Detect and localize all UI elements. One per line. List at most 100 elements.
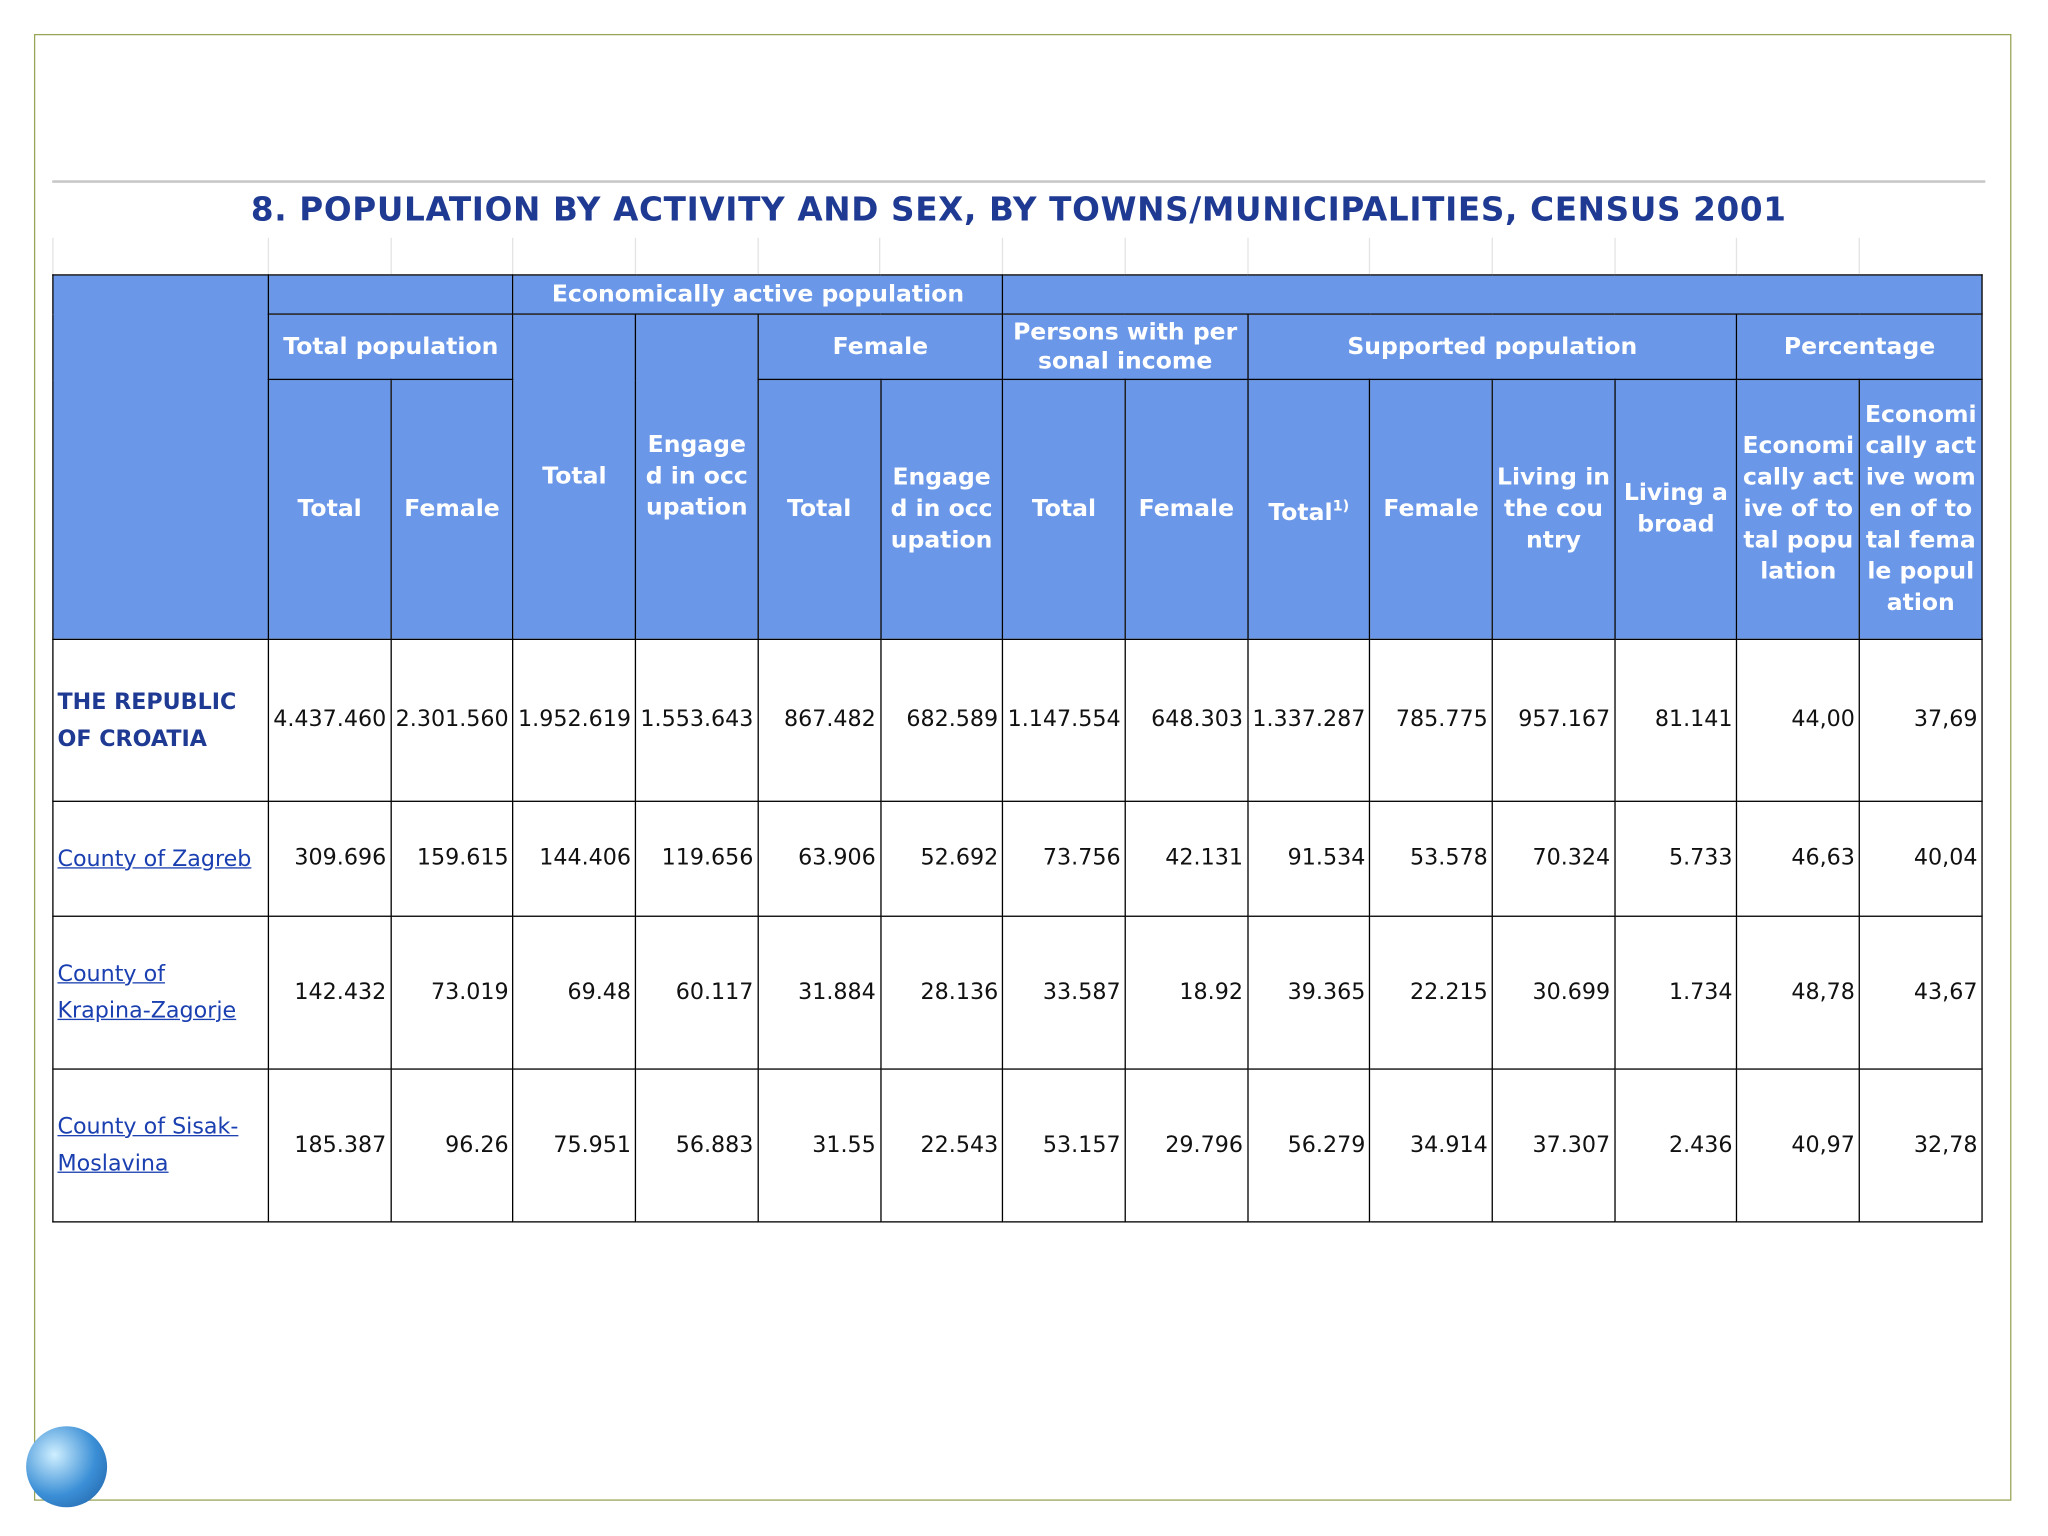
- data-cell-text: 73.756: [1042, 845, 1121, 872]
- data-cell-text: 56.883: [675, 1131, 754, 1158]
- column-header: Economically active women of total femal…: [1858, 378, 1983, 640]
- data-cell-text: 119.656: [661, 845, 754, 872]
- ghost-cell: [879, 237, 1002, 275]
- data-cell-text: 185.387: [294, 1131, 387, 1158]
- data-cell: 2.301.560: [390, 638, 514, 802]
- header-blank: [267, 274, 514, 315]
- data-cell-text: 34.914: [1410, 1131, 1488, 1158]
- table-title: 8. POPULATION BY ACTIVITY AND SEX, BY TO…: [52, 180, 1986, 240]
- data-cell: 53.578: [1369, 800, 1493, 917]
- data-cell-text: 91.534: [1287, 845, 1366, 872]
- column-header: Living abroad: [1614, 378, 1738, 640]
- data-cell: 309.696: [267, 800, 392, 917]
- data-cell-text: 309.696: [294, 845, 387, 872]
- data-cell: 46,63: [1736, 800, 1861, 917]
- column-header-text: Female: [1383, 495, 1479, 523]
- table-row: County of Sisak-Moslavina 185.387 96.26 75.…: [52, 1068, 1983, 1223]
- row-link[interactable]: County of Krapina-Zagorje: [57, 961, 237, 1024]
- data-cell-text: 4.437.460: [273, 706, 387, 733]
- data-cell: 60.117: [634, 915, 759, 1070]
- data-cell-text: 43,67: [1913, 978, 1978, 1006]
- data-cell: 70.324: [1491, 800, 1616, 917]
- column-header-sup: 1): [1332, 496, 1350, 514]
- data-cell-text: 56.279: [1287, 1131, 1366, 1158]
- column-header-text: Total: [297, 495, 362, 523]
- data-cell: 32,78: [1858, 1068, 1983, 1223]
- header-blank: [52, 274, 270, 640]
- data-cell-text: 70.324: [1532, 845, 1611, 872]
- data-cell-text: 73.019: [430, 978, 509, 1006]
- header-top: Female: [757, 313, 1004, 381]
- data-cell: 957.167: [1491, 638, 1616, 802]
- slide-frame: [33, 33, 2012, 1501]
- data-cell-text: 37,69: [1913, 706, 1978, 733]
- data-cell-text: 1.553.643: [640, 706, 754, 733]
- data-cell: 42.131: [1124, 800, 1249, 917]
- data-cell-text: 63.906: [798, 845, 876, 872]
- data-cell-text: 5.733: [1668, 845, 1733, 872]
- data-cell: 142.432: [267, 915, 392, 1070]
- row-label-text: THE REPUBLIC OF CROATIA: [57, 688, 237, 752]
- column-header-text: Total: [542, 462, 607, 490]
- column-header: Total: [757, 378, 882, 640]
- data-cell-text: 1.734: [1668, 978, 1733, 1006]
- row-link[interactable]: County of Sisak-Moslavina: [57, 1114, 239, 1177]
- data-cell: 22.215: [1369, 915, 1493, 1070]
- data-cell: 43,67: [1858, 915, 1983, 1070]
- header-top: Total population: [267, 313, 514, 381]
- row-link[interactable]: County of Zagreb: [57, 845, 252, 872]
- data-cell-text: 69.48: [567, 978, 632, 1006]
- data-cell: 1.147.554: [1002, 638, 1126, 802]
- ghost-cell: [1124, 237, 1246, 275]
- data-cell-text: 48,78: [1791, 978, 1855, 1006]
- data-cell-text: 22.215: [1410, 978, 1488, 1006]
- column-header-text: Total: [1031, 495, 1097, 523]
- column-header-text: Engaged in occupation: [890, 463, 993, 554]
- ghost-cell: [1246, 237, 1369, 275]
- header-group: Economically active population: [512, 274, 1004, 315]
- data-cell-text: 44,00: [1791, 706, 1855, 733]
- data-cell: 56.279: [1246, 1068, 1371, 1223]
- ghost-cell: [512, 237, 634, 275]
- data-cell-text: 785.775: [1395, 706, 1488, 733]
- data-cell-text: 29.796: [1165, 1131, 1243, 1158]
- data-cell: 785.775: [1369, 638, 1493, 802]
- data-cell-text: 18.92: [1179, 978, 1243, 1006]
- data-cell-text: 28.136: [920, 978, 999, 1006]
- row-label: County of Zagreb: [52, 800, 270, 917]
- header-blank: [1002, 274, 1983, 315]
- data-cell-text: 648.303: [1151, 706, 1243, 733]
- data-cell-text: 144.406: [539, 845, 632, 872]
- header-group-text: Economically active population: [551, 280, 965, 308]
- data-cell: 1.337.287: [1246, 638, 1371, 802]
- table-row: County of Krapina-Zagorje 142.432 73.019 69…: [52, 915, 1983, 1070]
- table-row: THE REPUBLIC OF CROATIA 4.437.460 2.301.56…: [52, 638, 1983, 802]
- data-cell: 40,97: [1736, 1068, 1861, 1223]
- data-cell-text: 2.301.560: [395, 706, 509, 733]
- column-header-text: Total: [1268, 498, 1333, 526]
- data-cell-text: 42.131: [1165, 845, 1243, 872]
- data-cell-text: 867.482: [783, 706, 876, 733]
- data-cell-text: 1.337.287: [1252, 706, 1366, 733]
- data-cell-text: 33.587: [1042, 978, 1121, 1006]
- row-label: County of Krapina-Zagorje: [52, 915, 270, 1070]
- data-cell: 4.437.460: [267, 638, 392, 802]
- column-header: Engaged in occupation: [634, 313, 759, 640]
- data-cell: 44,00: [1736, 638, 1861, 802]
- column-header: Living in the country: [1491, 378, 1616, 640]
- data-cell-text: 159.615: [416, 845, 509, 872]
- data-cell: 29.796: [1124, 1068, 1249, 1223]
- data-cell-text: 22.543: [920, 1131, 999, 1158]
- data-cell-text: 682.589: [906, 706, 999, 733]
- data-cell-text: 60.117: [675, 978, 754, 1006]
- data-cell: 53.157: [1002, 1068, 1126, 1223]
- row-label: THE REPUBLIC OF CROATIA: [52, 638, 270, 802]
- data-cell: 682.589: [879, 638, 1004, 802]
- data-cell: 56.883: [634, 1068, 759, 1223]
- header-top: Percentage: [1736, 313, 1983, 381]
- column-header: Total: [267, 378, 392, 640]
- ghost-cell: [1613, 237, 1736, 275]
- table-row: County of Zagreb 309.696 159.615 144.406 119…: [52, 800, 1983, 917]
- data-cell: 144.406: [512, 800, 637, 917]
